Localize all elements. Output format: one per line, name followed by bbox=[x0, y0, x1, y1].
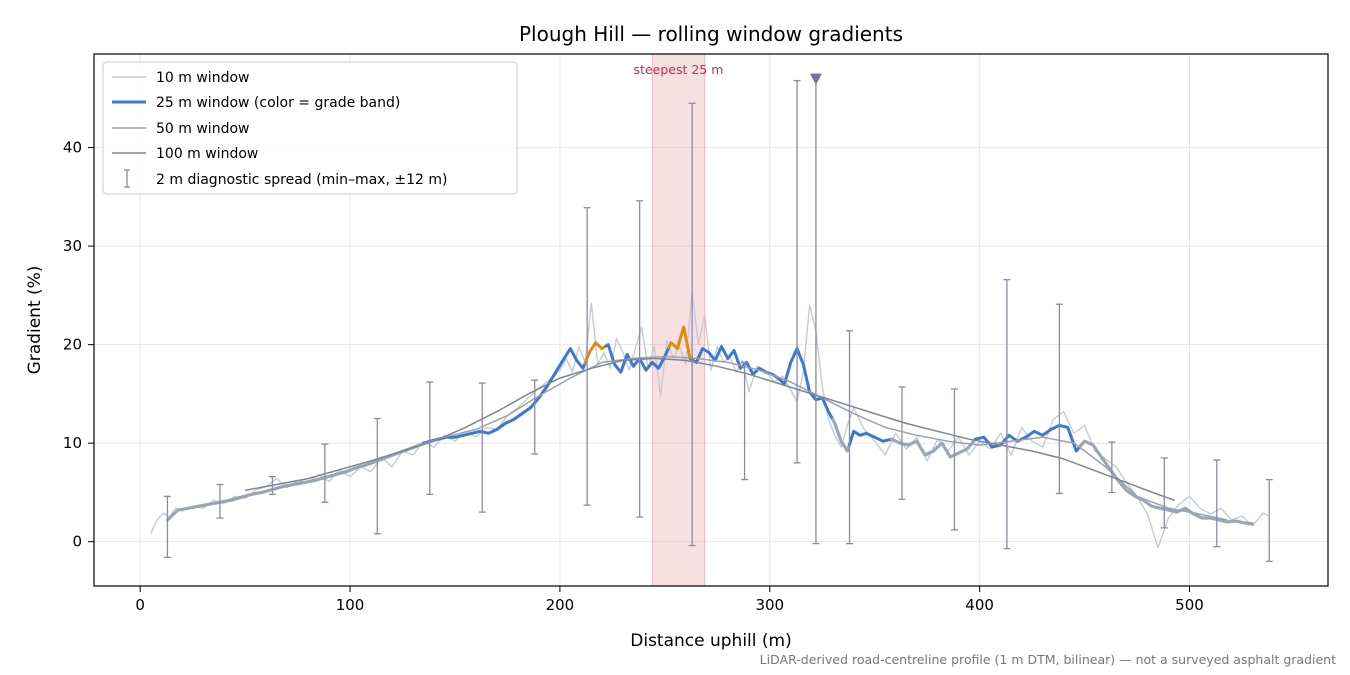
series-line-25m-segment bbox=[848, 429, 893, 446]
max-marker bbox=[809, 73, 822, 85]
steepest-band bbox=[651, 53, 706, 587]
errorbar bbox=[478, 382, 486, 513]
x-tick-label: 0 bbox=[135, 596, 145, 614]
legend-label-10m: 10 m window bbox=[156, 70, 249, 86]
x-tick-label: 300 bbox=[755, 596, 784, 614]
legend-label-errorbar: 2 m diagnostic spread (min–max, ±12 m) bbox=[156, 172, 447, 188]
errorbar bbox=[373, 417, 381, 535]
errorbar bbox=[793, 79, 801, 464]
legend-label-50m: 50 m window bbox=[156, 121, 249, 137]
max-gradient-marker bbox=[809, 73, 822, 85]
series-line-25m-segment bbox=[422, 347, 587, 445]
series-line-25m-segment bbox=[583, 341, 608, 365]
errorbar bbox=[321, 443, 329, 503]
legend-swatch-errorbar bbox=[124, 169, 130, 188]
series-line-25m-segment bbox=[1078, 439, 1255, 526]
errorbar bbox=[812, 77, 820, 545]
errorbar bbox=[531, 379, 539, 455]
plot-frame bbox=[93, 53, 1329, 587]
legend-label-100m: 100 m window bbox=[156, 146, 258, 162]
errorbar bbox=[898, 386, 906, 500]
errorbar bbox=[636, 200, 644, 518]
x-tick-label: 400 bbox=[965, 596, 994, 614]
chart-title: Plough Hill — rolling window gradients bbox=[519, 22, 903, 46]
x-tick-label: 500 bbox=[1175, 596, 1204, 614]
x-tick-label: 200 bbox=[546, 596, 575, 614]
x-axis-title: Distance uphill (m) bbox=[630, 631, 791, 651]
errorbar bbox=[741, 361, 749, 481]
errorbar bbox=[163, 495, 171, 559]
y-tick-label: 30 bbox=[63, 237, 82, 255]
errorbar bbox=[950, 388, 958, 531]
errorbar bbox=[1003, 278, 1011, 550]
errorbars bbox=[163, 77, 1273, 563]
series-line-25m-segment bbox=[667, 325, 692, 360]
errorbar bbox=[846, 330, 854, 545]
footnote: LiDAR-derived road-centreline profile (1… bbox=[760, 652, 1336, 667]
errorbar bbox=[1265, 478, 1273, 563]
errorbar bbox=[268, 475, 276, 496]
steepest-band-rect bbox=[651, 53, 706, 587]
y-tick-label: 0 bbox=[72, 533, 82, 551]
series-line-100m bbox=[244, 357, 1176, 502]
errorbar bbox=[1108, 441, 1116, 494]
errorbar bbox=[216, 483, 224, 519]
errorbar bbox=[688, 102, 696, 547]
series-line-25m-segment bbox=[973, 423, 1082, 453]
series-line-10m bbox=[150, 290, 1270, 549]
errorbar bbox=[426, 381, 434, 496]
x-ticks: 0 100 200 300 400 500 bbox=[135, 586, 1204, 614]
y-tick-label: 40 bbox=[63, 139, 82, 157]
series-line-25m-segment bbox=[889, 437, 978, 459]
errorbar bbox=[1160, 457, 1168, 529]
legend-label-25m: 25 m window (color = grade band) bbox=[156, 95, 400, 111]
errorbar bbox=[1213, 459, 1221, 548]
legend-box bbox=[102, 61, 518, 195]
errorbar bbox=[583, 207, 591, 506]
steepest-band-label: steepest 25 m bbox=[634, 62, 724, 77]
series-lines bbox=[150, 290, 1270, 549]
series-line-25m-segment bbox=[831, 417, 852, 453]
legend: 10 m window 25 m window (color = grade b… bbox=[102, 61, 518, 195]
series-line-50m bbox=[192, 355, 1228, 521]
x-tick-label: 100 bbox=[336, 596, 365, 614]
y-axis-title: Gradient (%) bbox=[25, 266, 45, 375]
y-tick-label: 20 bbox=[63, 336, 82, 354]
y-ticks: 0 10 20 30 40 bbox=[63, 139, 94, 551]
y-tick-label: 10 bbox=[63, 434, 82, 452]
errorbar bbox=[1055, 303, 1063, 495]
series-line-25m-segment bbox=[688, 345, 835, 421]
